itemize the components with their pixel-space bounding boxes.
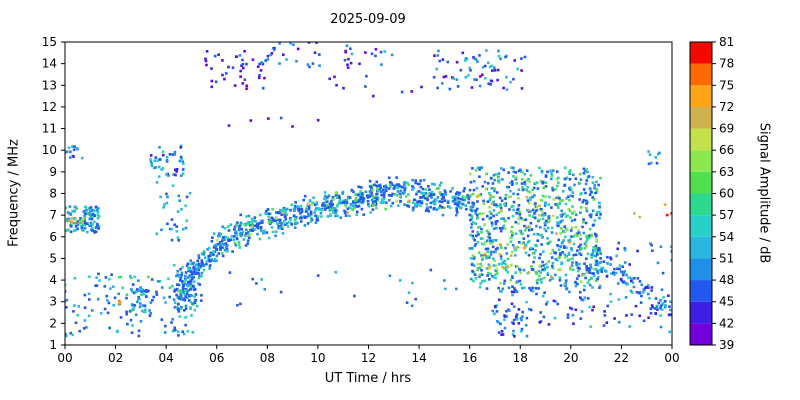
colorbar: 39 42 45 48 51 54 57 60 63 66 69 72 75 78 81 xyxy=(689,35,734,352)
y-tick-label: 2 xyxy=(49,316,57,330)
x-tick-label: 06 xyxy=(209,351,224,365)
colorbar-tick-label: 45 xyxy=(719,295,734,309)
y-tick-label: 5 xyxy=(49,251,57,265)
x-tick-label: 12 xyxy=(361,351,376,365)
colorbar-tick-label: 48 xyxy=(719,273,734,287)
colorbar-tick-label: 51 xyxy=(719,251,734,265)
x-tick-label: 10 xyxy=(310,351,325,365)
y-tick-label: 4 xyxy=(49,273,57,287)
x-tick-label: 08 xyxy=(260,351,275,365)
x-tick-label: 18 xyxy=(513,351,528,365)
x-tick-label: 14 xyxy=(411,351,426,365)
colorbar-tick-label: 66 xyxy=(719,143,734,157)
y-tick-label: 1 xyxy=(49,338,57,352)
x-tick-label: 00 xyxy=(57,351,72,365)
y-tick-label: 3 xyxy=(49,295,57,309)
y-tick-label: 15 xyxy=(42,35,57,49)
y-axis-label: Frequency / MHz xyxy=(6,139,22,247)
colorbar-label: Signal Amplitude / dB xyxy=(756,122,772,264)
colorbar-tick-label: 60 xyxy=(719,187,734,201)
x-tick-label: 00 xyxy=(664,351,679,365)
y-tick-label: 10 xyxy=(42,143,57,157)
x-tick-label: 20 xyxy=(563,351,578,365)
y-tick-label: 9 xyxy=(49,165,57,179)
y-tick-label: 8 xyxy=(49,187,57,201)
y-tick-label: 7 xyxy=(49,208,57,222)
colorbar-tick-label: 69 xyxy=(719,122,734,136)
y-tick-label: 11 xyxy=(42,122,57,136)
colorbar-tick-label: 39 xyxy=(719,338,734,352)
colorbar-tick-label: 81 xyxy=(719,35,734,49)
y-tick-label: 12 xyxy=(42,100,57,114)
x-tick-label: 02 xyxy=(108,351,123,365)
colorbar-tick-label: 78 xyxy=(719,57,734,71)
y-tick-label: 6 xyxy=(49,230,57,244)
y-tick-label: 13 xyxy=(42,78,57,92)
x-tick-label: 04 xyxy=(159,351,174,365)
colorbar-tick-label: 54 xyxy=(719,230,734,244)
colorbar-tick-label: 63 xyxy=(719,165,734,179)
colorbar-tick-label: 42 xyxy=(719,316,734,330)
x-tick-label: 22 xyxy=(614,351,629,365)
colorbar-tick-label: 57 xyxy=(719,208,734,222)
x-tick-label: 16 xyxy=(462,351,477,365)
data-points-layer xyxy=(65,42,672,338)
x-axis-label: UT Time / hrs xyxy=(324,371,412,386)
y-tick-label: 14 xyxy=(42,57,57,71)
x-axis-ticks: 00 02 04 06 08 10 12 14 16 18 20 22 00 xyxy=(57,345,680,365)
colorbar-tick-label: 72 xyxy=(719,100,734,114)
chart-title: 2025-09-09 xyxy=(330,12,406,27)
colorbar-tick-label: 75 xyxy=(719,78,734,92)
